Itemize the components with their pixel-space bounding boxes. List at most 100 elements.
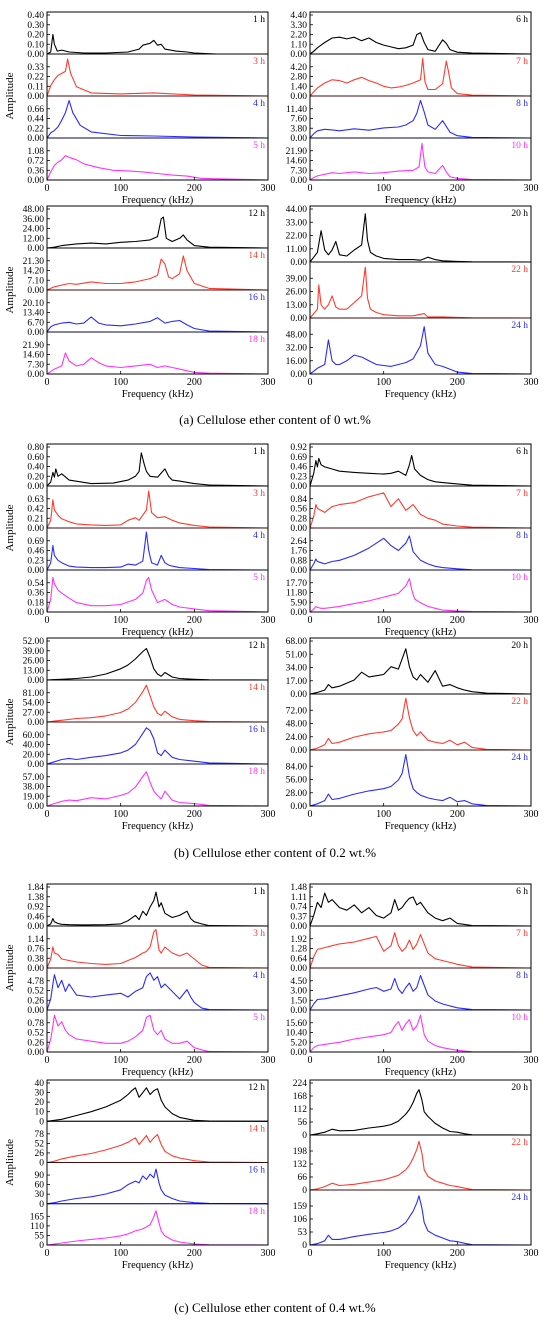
y-tick-label: 7.30: [27, 360, 44, 370]
y-tick-label: 159: [293, 1202, 308, 1212]
y-tick-label: 51.00: [286, 650, 308, 660]
x-tick-label: 100: [376, 377, 391, 388]
series-label: 5 h: [253, 1013, 265, 1023]
y-tick-label: 0.00: [290, 524, 307, 534]
series-line: [47, 772, 268, 806]
series-line: [47, 728, 268, 764]
y-tick-label: 19.00: [23, 792, 45, 802]
x-tick-label: 200: [187, 1248, 202, 1259]
y-tick-label: 33.00: [286, 218, 308, 228]
y-tick-label: 15.60: [286, 1019, 308, 1029]
y-tick-label: 0.00: [27, 286, 44, 296]
series-label: 12 h: [248, 641, 265, 651]
x-tick-label: 100: [376, 1248, 391, 1259]
y-tick-label: 11.00: [286, 245, 307, 255]
y-tick-label: 52: [35, 1139, 45, 1149]
series-label: 4 h: [253, 971, 265, 981]
series-label: 8 h: [516, 971, 528, 981]
y-tick-label: 1.08: [27, 147, 44, 157]
y-tick-label: 16.00: [286, 357, 308, 367]
y-tick-label: 0.00: [27, 176, 44, 186]
x-tick-label: 200: [187, 1055, 202, 1066]
y-tick-label: 1.48: [290, 883, 307, 893]
y-tick-label: 3.80: [290, 124, 307, 134]
y-tick-label: 40.00: [23, 741, 45, 751]
x-tick-label: 300: [261, 615, 276, 626]
y-tick-label: 0.00: [290, 922, 307, 932]
x-tick-label: 200: [450, 1055, 465, 1066]
y-tick-label: 0.00: [27, 718, 44, 728]
y-tick-label: 0.33: [27, 63, 44, 73]
y-tick-label: 3.00: [290, 987, 307, 997]
x-tick-label: 100: [376, 1055, 391, 1066]
y-tick-label: 32.00: [286, 344, 308, 354]
series-line: [47, 59, 268, 96]
y-tick-label: 1.40: [290, 82, 307, 92]
x-tick-label: 200: [187, 809, 202, 820]
x-axis-label: Frequency (kHz): [385, 627, 457, 638]
y-tick-label: 0.30: [27, 21, 44, 31]
x-axis-label: Frequency (kHz): [385, 1260, 457, 1271]
y-tick-label: 48.00: [286, 720, 308, 730]
series-line: [47, 256, 268, 290]
y-tick-label: 0: [39, 1117, 44, 1127]
x-axis-label: Frequency (kHz): [122, 627, 194, 638]
y-tick-label: 48.00: [23, 205, 45, 215]
x-tick-label: 0: [308, 615, 313, 626]
series-line: [47, 685, 268, 722]
y-tick-label: 0.40: [27, 463, 44, 473]
y-tick-label: 165: [30, 1212, 45, 1222]
y-axis-label: Amplitude: [4, 944, 16, 991]
x-tick-label: 200: [450, 615, 465, 626]
y-tick-label: 0.84: [290, 495, 307, 505]
y-tick-label: 0.00: [290, 176, 307, 186]
y-tick-label: 26: [35, 1149, 45, 1159]
y-tick-label: 81.00: [23, 689, 45, 699]
series-line: [47, 649, 268, 681]
y-tick-label: 0.23: [290, 472, 307, 482]
y-tick-label: 1.84: [27, 883, 44, 893]
y-tick-label: 0.00: [27, 608, 44, 618]
series-label: 20 h: [511, 209, 528, 219]
series-label: 7 h: [516, 57, 528, 67]
series-label: 8 h: [516, 99, 528, 109]
series-label: 20 h: [511, 1083, 528, 1093]
y-tick-label: 10.40: [286, 1029, 308, 1039]
y-tick-label: 0.69: [27, 537, 44, 547]
series-label: 6 h: [516, 15, 528, 25]
series-line: [47, 101, 268, 139]
series-label: 24 h: [511, 321, 528, 331]
series-label: 16 h: [248, 725, 265, 735]
y-tick-label: 0.00: [290, 746, 307, 756]
y-tick-label: 7.10: [27, 276, 44, 286]
y-tick-label: 0.36: [27, 166, 44, 176]
y-tick-label: 1.10: [290, 40, 307, 50]
y-tick-label: 0.00: [290, 608, 307, 618]
x-tick-label: 300: [524, 377, 539, 388]
y-tick-label: 0.78: [27, 1019, 44, 1029]
y-tick-label: 0.00: [27, 922, 44, 932]
y-tick-label: 0.64: [290, 954, 307, 964]
x-tick-label: 200: [450, 809, 465, 820]
series-label: 22 h: [511, 697, 528, 707]
y-tick-label: 24.00: [286, 733, 308, 743]
y-tick-label: 26.00: [286, 288, 308, 298]
series-label: 3 h: [253, 929, 265, 939]
x-tick-label: 200: [187, 615, 202, 626]
x-axis-label: Frequency (kHz): [122, 195, 194, 206]
x-tick-label: 100: [376, 809, 391, 820]
y-tick-label: 72.00: [286, 706, 308, 716]
series-label: 14 h: [248, 683, 265, 693]
series-line: [47, 491, 268, 528]
x-tick-label: 100: [376, 615, 391, 626]
y-tick-label: 34.00: [286, 664, 308, 674]
y-tick-label: 0.38: [27, 954, 44, 964]
series-line: [47, 577, 268, 612]
y-tick-label: 0.18: [27, 598, 44, 608]
series-line: [310, 214, 531, 262]
y-tick-label: 0.00: [290, 1048, 307, 1058]
x-axis-label: Frequency (kHz): [122, 1260, 194, 1271]
panel-frame: [310, 206, 531, 374]
y-tick-label: 6.70: [27, 318, 44, 328]
y-tick-label: 7.30: [290, 166, 307, 176]
